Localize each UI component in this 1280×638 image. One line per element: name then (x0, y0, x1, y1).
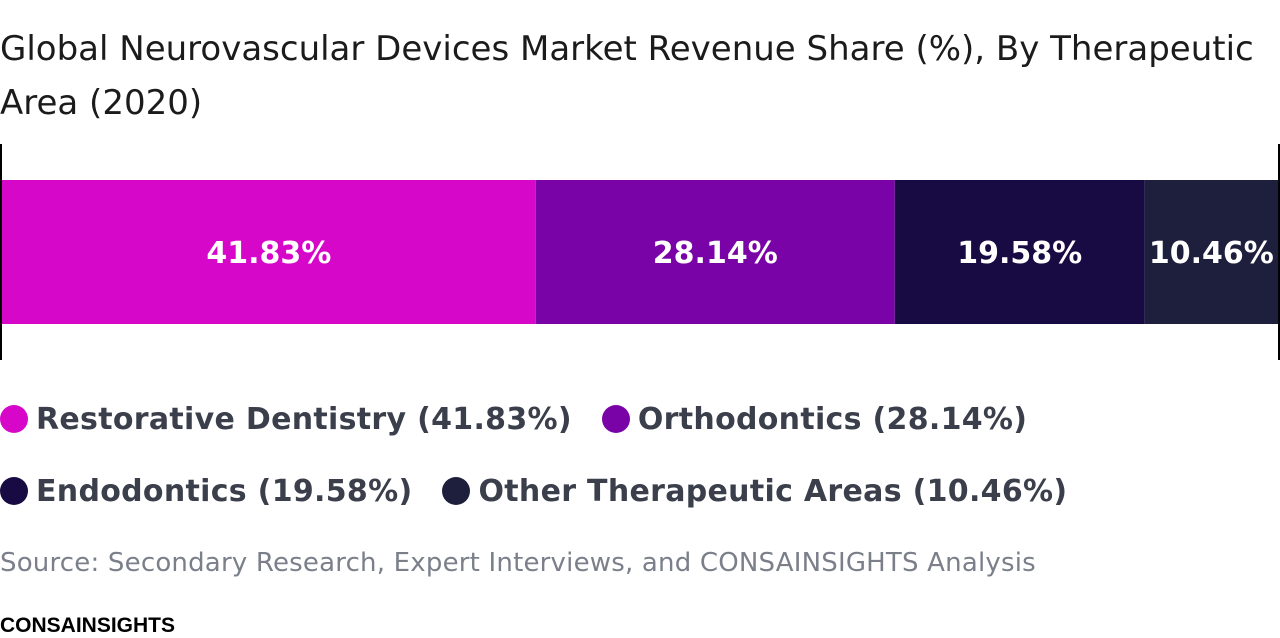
legend-item-endodontics[interactable]: Endodontics (19.58%) (0, 474, 412, 509)
bar-svg: 41.83% 28.14% 19.58% 10.46% (0, 144, 1280, 360)
bar-segment-restorative-dentistry[interactable] (2, 180, 536, 324)
bar-segment-endodontics[interactable] (894, 180, 1145, 324)
chart-title: Global Neurovascular Devices Market Reve… (0, 29, 1254, 123)
legend-row-1: Restorative Dentistry (41.83%) Orthodont… (0, 390, 1280, 448)
legend: Restorative Dentistry (41.83%) Orthodont… (0, 390, 1280, 534)
legend-swatch (0, 477, 28, 505)
legend-label: Restorative Dentistry (41.83%) (36, 401, 572, 437)
legend-label: Endodontics (19.58%) (36, 473, 413, 509)
legend-item-orthodontics[interactable]: Orthodontics (28.14%) (601, 401, 1028, 437)
brand-logo-text: CONSAINSIGHTS (0, 614, 176, 637)
legend-row-2: Endodontics (19.58%) Other Therapeutic A… (0, 462, 1280, 520)
legend-swatch (601, 405, 630, 433)
data-label: 10.46% (1149, 236, 1274, 271)
data-label: 19.58% (957, 236, 1082, 271)
bar-segment-orthodontics[interactable] (535, 180, 895, 324)
legend-swatch (442, 477, 471, 505)
legend-label: Other Therapeutic Areas (10.46%) (478, 473, 1068, 509)
data-label: 41.83% (206, 236, 331, 271)
source-note: Source: Secondary Research, Expert Inter… (0, 548, 1036, 578)
bar-segment-other-therapeutic-areas[interactable] (1144, 180, 1279, 324)
legend-item-restorative-dentistry[interactable]: Restorative Dentistry (41.83%) (0, 402, 572, 437)
legend-label: Orthodontics (28.14%) (637, 401, 1028, 437)
legend-item-other-therapeutic-areas[interactable]: Other Therapeutic Areas (10.46%) (442, 474, 1067, 509)
legend-swatch (0, 405, 28, 433)
stacked-bar-chart: 41.83% 28.14% 19.58% 10.46% (0, 144, 1280, 360)
data-label: 28.14% (653, 236, 778, 271)
